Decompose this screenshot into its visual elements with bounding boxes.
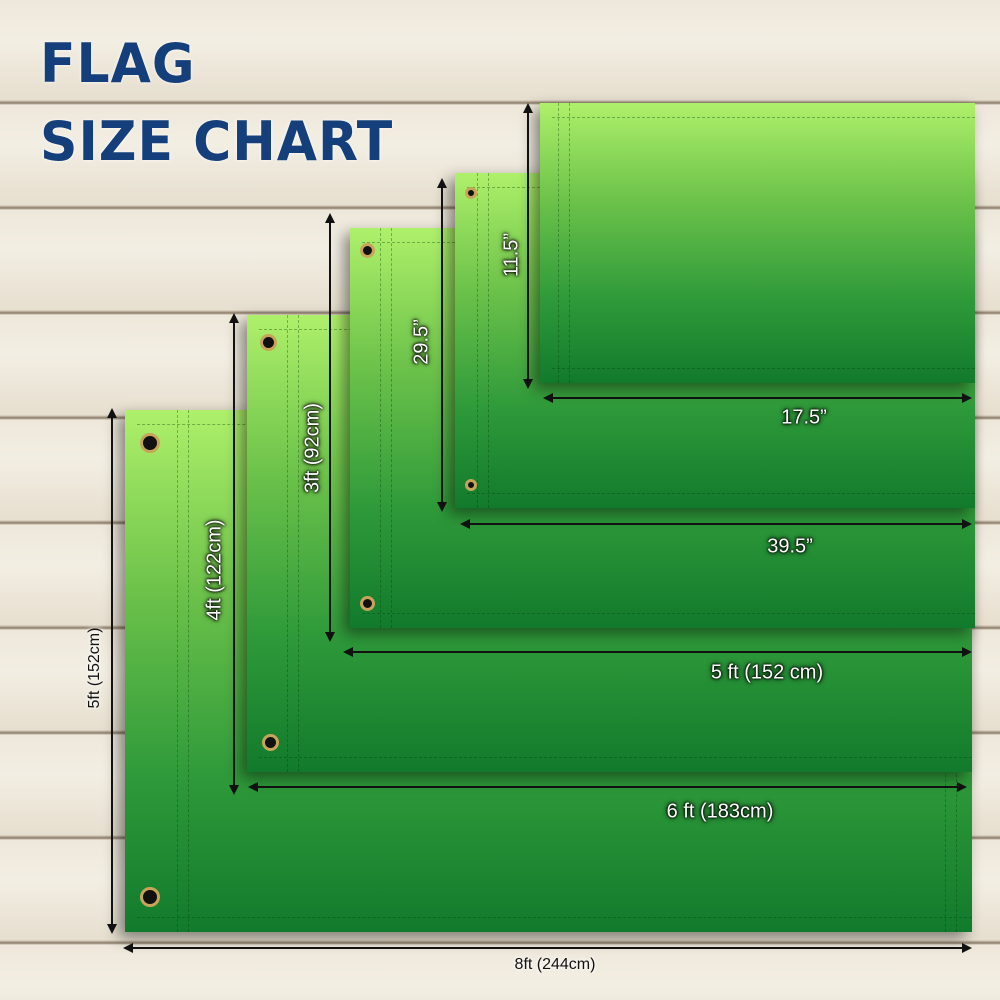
- width-label-8ft: 8ft (244cm): [514, 956, 596, 973]
- height-dimension-arrow: [107, 408, 117, 934]
- height-label-29.5in: 29.5”: [410, 319, 433, 365]
- hem-seam: [477, 173, 489, 508]
- grommet-icon: [262, 734, 279, 751]
- grommet-icon: [260, 334, 277, 351]
- width-dimension-arrow: [343, 647, 972, 657]
- grommet-icon: [465, 479, 477, 491]
- flag-17.5x11.5in: [540, 103, 975, 383]
- hem-seam: [177, 410, 189, 932]
- grommet-icon: [465, 187, 477, 199]
- height-label-3ft: 3ft (92cm): [301, 402, 324, 494]
- hem-seam: [558, 103, 570, 383]
- grommet-icon: [360, 596, 375, 611]
- width-label-5ft: 5 ft (152 cm): [710, 661, 824, 684]
- title-line-1: FLAG: [40, 32, 196, 96]
- height-dimension-arrow: [437, 178, 447, 512]
- width-dimension-arrow: [543, 393, 972, 403]
- grommet-icon: [360, 243, 375, 258]
- hem-seam: [380, 228, 392, 628]
- width-label-17.5in: 17.5”: [781, 406, 827, 429]
- title-line-2: SIZE CHART: [40, 110, 394, 174]
- width-label-39.5in: 39.5”: [767, 535, 813, 558]
- height-label-5ft: 5ft (152cm): [86, 627, 103, 709]
- width-dimension-arrow: [248, 782, 967, 792]
- width-label-6ft: 6 ft (183cm): [666, 800, 774, 823]
- height-label-4ft: 4ft (122cm): [203, 519, 226, 621]
- height-label-11.5in: 11.5”: [500, 232, 523, 278]
- width-dimension-arrow: [123, 943, 972, 953]
- hem-seam: [287, 315, 299, 772]
- height-dimension-arrow: [325, 213, 335, 642]
- width-dimension-arrow: [460, 519, 972, 529]
- height-dimension-arrow: [229, 313, 239, 795]
- height-dimension-arrow: [523, 103, 533, 389]
- grommet-icon: [140, 433, 160, 453]
- grommet-icon: [140, 887, 160, 907]
